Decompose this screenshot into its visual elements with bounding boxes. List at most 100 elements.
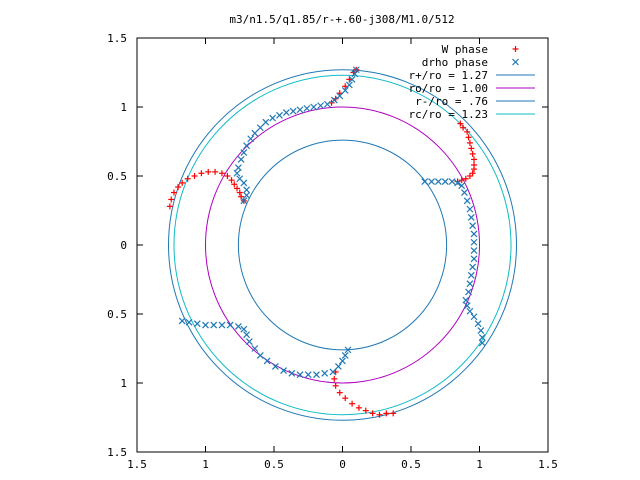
- point-1-82: [341, 351, 349, 359]
- point-0-10: [465, 134, 472, 141]
- point-1-29: [240, 197, 248, 205]
- point-1-48: [466, 280, 474, 288]
- legend-label-5: rc/ro = 1.23: [409, 108, 488, 121]
- point-1-7: [324, 100, 331, 108]
- point-1-3: [345, 81, 353, 89]
- point-1-42: [470, 230, 478, 238]
- point-1-76: [304, 371, 312, 379]
- circle-0: [168, 69, 517, 421]
- axis-ticks: 1.5 1 0.5 0 0.5 1 1.51.510.500.511.5: [107, 32, 558, 471]
- y-tick-label-6: 1.5: [107, 446, 127, 459]
- point-0-26: [179, 179, 186, 186]
- point-1-49: [465, 288, 472, 296]
- point-1-61: [202, 321, 209, 329]
- point-0-46: [355, 404, 362, 411]
- point-0-28: [191, 173, 198, 179]
- point-1-37: [461, 189, 468, 196]
- point-0-34: [228, 177, 235, 184]
- point-1-34: [448, 178, 456, 185]
- point-1-11: [296, 106, 304, 114]
- point-0-30: [205, 168, 212, 175]
- point-1-36: [458, 182, 466, 190]
- point-1-79: [329, 368, 337, 376]
- point-0-44: [342, 395, 349, 402]
- y-tick-label-4: 0.5: [107, 308, 127, 321]
- legend-label-4: r-/ro = .76: [415, 95, 488, 108]
- point-1-10: [303, 104, 311, 112]
- legend-label-2: r+/ro = 1.27: [409, 69, 488, 82]
- point-0-43: [336, 389, 343, 396]
- point-0-11: [466, 139, 473, 146]
- point-0-41: [331, 375, 338, 382]
- y-tick-label-5: 1: [120, 377, 127, 390]
- point-1-23: [234, 164, 242, 172]
- point-1-78: [321, 369, 329, 377]
- legend-label-3: ro/ro = 1.00: [409, 82, 488, 95]
- chart-title: m3/n1.5/q1.85/r-+.60-j308/M1.0/512: [229, 13, 454, 26]
- point-0-29: [198, 170, 205, 177]
- point-1-70: [256, 351, 264, 359]
- point-1-74: [288, 369, 296, 377]
- point-1-6: [330, 96, 338, 104]
- point-1-24: [233, 169, 241, 177]
- point-1-0: [352, 66, 360, 74]
- point-1-39: [466, 205, 474, 213]
- point-1-20: [243, 142, 251, 150]
- point-1-26: [240, 179, 248, 187]
- point-1-16: [262, 118, 270, 126]
- point-0-42: [332, 382, 339, 389]
- point-0-31: [212, 168, 219, 175]
- point-0-13: [469, 150, 476, 157]
- point-1-5: [336, 92, 344, 100]
- point-1-21: [240, 149, 248, 156]
- x-tick-label-0: 1.5: [127, 458, 147, 471]
- point-1-43: [470, 238, 478, 246]
- point-1-67: [243, 331, 251, 339]
- point-0-45: [349, 400, 356, 407]
- point-1-81: [339, 357, 346, 365]
- point-0-36: [234, 185, 241, 192]
- point-1-54: [474, 320, 482, 328]
- point-1-69: [251, 345, 259, 352]
- point-1-77: [313, 371, 320, 379]
- point-0-17: [469, 170, 476, 177]
- point-1-51: [463, 302, 471, 310]
- point-0-23: [168, 196, 175, 203]
- point-1-66: [240, 325, 248, 333]
- point-1-72: [271, 363, 279, 370]
- x-tick-label-1: 1: [202, 458, 209, 471]
- point-0-18: [466, 173, 473, 179]
- point-1-32: [434, 178, 442, 185]
- y-tick-label-1: 1: [120, 101, 127, 114]
- point-1-4: [341, 87, 349, 94]
- legend-symbol-0: [512, 46, 519, 52]
- point-1-45: [470, 255, 478, 263]
- point-1-30: [421, 178, 429, 185]
- point-1-62: [210, 321, 218, 329]
- series-1: [178, 66, 486, 379]
- point-1-55: [477, 327, 485, 334]
- x-tick-label-3: 0: [339, 458, 346, 471]
- point-1-17: [256, 124, 264, 132]
- point-1-50: [462, 296, 470, 304]
- point-0-27: [184, 175, 191, 182]
- point-0-47: [362, 407, 369, 414]
- point-1-22: [237, 156, 245, 163]
- point-1-60: [193, 320, 201, 328]
- point-1-80: [334, 363, 342, 370]
- point-1-53: [470, 313, 478, 321]
- point-1-56: [478, 334, 486, 341]
- point-1-83: [344, 346, 352, 354]
- point-1-14: [276, 111, 283, 119]
- point-0-8: [460, 124, 467, 131]
- point-1-2: [348, 75, 356, 83]
- x-tick-label-4: 0.5: [401, 458, 421, 471]
- point-0-9: [464, 128, 471, 135]
- point-1-44: [470, 247, 478, 254]
- point-0-48: [369, 410, 376, 417]
- point-1-63: [218, 321, 226, 329]
- point-1-19: [247, 135, 255, 143]
- point-0-51: [390, 410, 397, 417]
- point-1-33: [441, 178, 449, 185]
